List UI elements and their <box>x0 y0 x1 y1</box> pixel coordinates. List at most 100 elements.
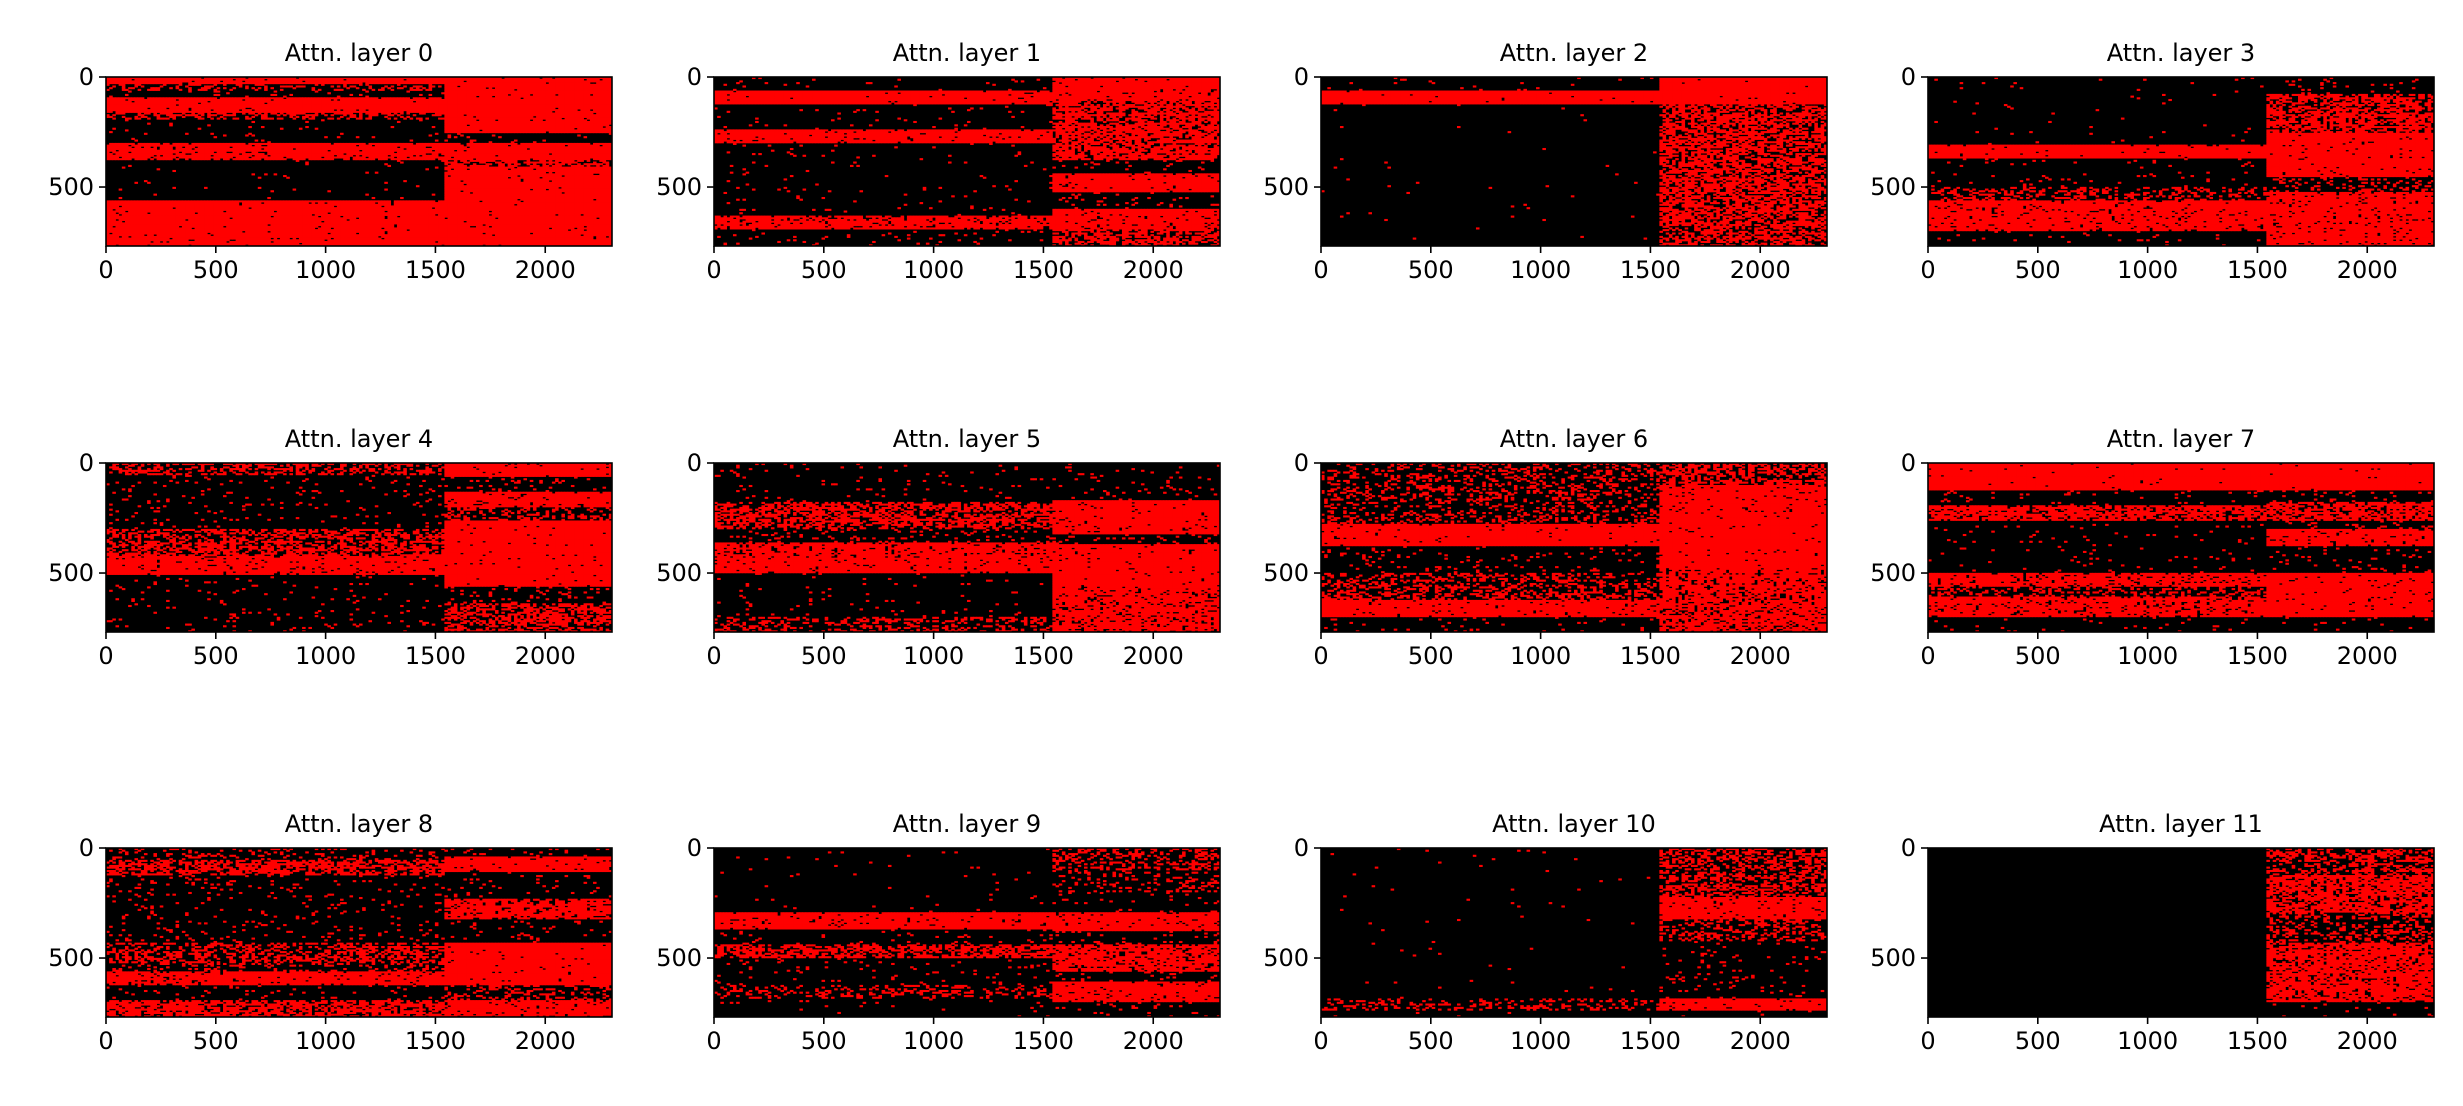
heatmap-cell <box>321 158 325 160</box>
heatmap-cell <box>138 114 142 116</box>
heatmap-cell <box>312 89 316 91</box>
heatmap-cell <box>226 150 230 152</box>
heatmap-cell <box>176 97 180 99</box>
heatmap-cell <box>432 85 436 87</box>
heatmap-cell <box>444 131 448 133</box>
heatmap-cell <box>489 160 493 162</box>
heatmap-cell <box>372 89 376 91</box>
heatmap-cell <box>331 158 335 160</box>
heatmap-cell <box>131 99 135 101</box>
heatmap-cell <box>593 158 597 160</box>
heatmap-cell <box>403 85 407 87</box>
heatmap-cell <box>542 118 546 120</box>
heatmap-cell <box>482 131 486 133</box>
heatmap-cell <box>397 121 401 123</box>
heatmap-cell <box>264 118 268 120</box>
heatmap-cell <box>191 114 195 116</box>
heatmap-cell <box>264 143 268 145</box>
heatmap-cell <box>498 131 502 133</box>
heatmap-cell <box>324 158 328 160</box>
heatmap-cell <box>467 158 471 160</box>
heatmap-cell <box>264 89 268 91</box>
heatmap-cell <box>463 131 467 133</box>
heatmap-cell <box>403 109 407 111</box>
heatmap-cell <box>204 111 208 113</box>
heatmap-cell <box>331 111 335 113</box>
heatmap-cell <box>239 151 243 153</box>
heatmap-cell <box>128 82 132 84</box>
heatmap-cell <box>387 153 391 155</box>
heatmap-cell <box>163 112 167 114</box>
heatmap-cell <box>501 131 505 133</box>
heatmap-cell <box>166 158 170 160</box>
heatmap-cell <box>312 118 316 120</box>
heatmap-cell <box>429 158 433 160</box>
heatmap-cell <box>397 145 401 147</box>
heatmap-cell <box>381 82 385 84</box>
heatmap-cell <box>229 89 233 91</box>
heatmap-cell <box>321 155 325 157</box>
heatmap-cell <box>277 114 281 116</box>
heatmap-cell <box>188 111 192 113</box>
heatmap-cell <box>340 116 344 118</box>
heatmap-cell <box>321 119 325 121</box>
heatmap-cell <box>312 111 316 113</box>
heatmap-cell <box>134 85 138 87</box>
heatmap-cell <box>223 158 227 160</box>
heatmap-cell <box>242 112 246 114</box>
heatmap-cell <box>451 155 455 157</box>
heatmap-cell <box>400 158 404 160</box>
heatmap-cell <box>157 118 161 120</box>
heatmap-cell <box>457 133 461 135</box>
heatmap-cell <box>308 118 312 120</box>
heatmap-cell <box>220 116 224 118</box>
heatmap-cell <box>229 111 233 113</box>
heatmap-cell <box>593 80 597 82</box>
heatmap-cell <box>565 131 569 133</box>
heatmap-cell <box>122 158 126 160</box>
heatmap-cell <box>267 153 271 155</box>
heatmap-cell <box>261 156 265 158</box>
heatmap-cell <box>539 162 543 164</box>
heatmap-cell <box>337 97 341 99</box>
heatmap-cell <box>245 87 249 89</box>
heatmap-cell <box>305 156 309 158</box>
heatmap-cell <box>527 146 531 148</box>
heatmap-cell <box>486 131 490 133</box>
heatmap-cell <box>580 160 584 162</box>
heatmap-cell <box>324 136 328 138</box>
heatmap-cell <box>166 82 170 84</box>
heatmap-cell <box>542 140 546 142</box>
heatmap-cell <box>109 131 113 133</box>
heatmap-cell <box>438 158 442 160</box>
heatmap-cell <box>400 87 404 89</box>
heatmap-cell <box>229 82 233 84</box>
heatmap-cell <box>577 107 581 109</box>
heatmap-cell <box>172 118 176 120</box>
heatmap-cell <box>381 158 385 160</box>
heatmap-cell <box>457 158 461 160</box>
heatmap-cell <box>359 153 363 155</box>
heatmap-cell <box>498 158 502 160</box>
heatmap-cell <box>381 89 385 91</box>
heatmap-cell <box>530 118 534 120</box>
heatmap-cell <box>195 145 199 147</box>
heatmap-cell <box>223 84 227 86</box>
heatmap-cell <box>555 131 559 133</box>
heatmap-cell <box>261 146 265 148</box>
heatmap-cell <box>599 131 603 133</box>
heatmap-cell <box>520 131 524 133</box>
heatmap-cell <box>157 158 161 160</box>
heatmap-cell <box>299 85 303 87</box>
heatmap-cell <box>258 158 262 160</box>
heatmap-cell <box>343 85 347 87</box>
heatmap-cell <box>296 82 300 84</box>
heatmap-cell <box>207 124 211 126</box>
heatmap-cell <box>327 158 331 160</box>
heatmap-cell <box>223 87 227 89</box>
heatmap-cell <box>305 82 309 84</box>
heatmap-cell <box>429 145 433 147</box>
heatmap-cell <box>122 89 126 91</box>
heatmap-cell <box>321 112 325 114</box>
